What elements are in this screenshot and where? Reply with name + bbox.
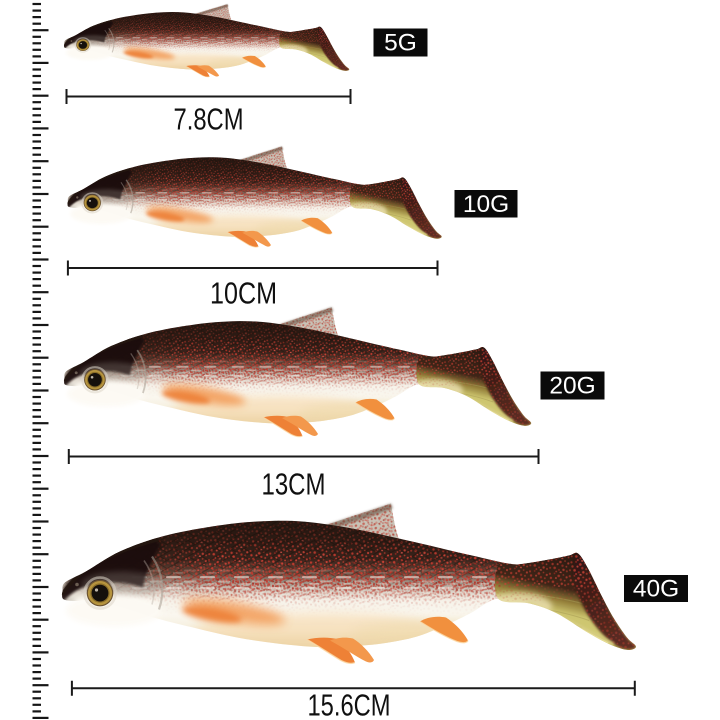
svg-text:5G: 5G [384, 30, 417, 57]
svg-text:13CM: 13CM [262, 468, 326, 502]
svg-text:7.8CM: 7.8CM [174, 103, 244, 137]
svg-text:15.6CM: 15.6CM [308, 689, 391, 720]
svg-text:40G: 40G [633, 576, 679, 603]
svg-text:20G: 20G [549, 373, 595, 400]
svg-text:10G: 10G [463, 191, 509, 218]
svg-text:10CM: 10CM [210, 277, 277, 311]
